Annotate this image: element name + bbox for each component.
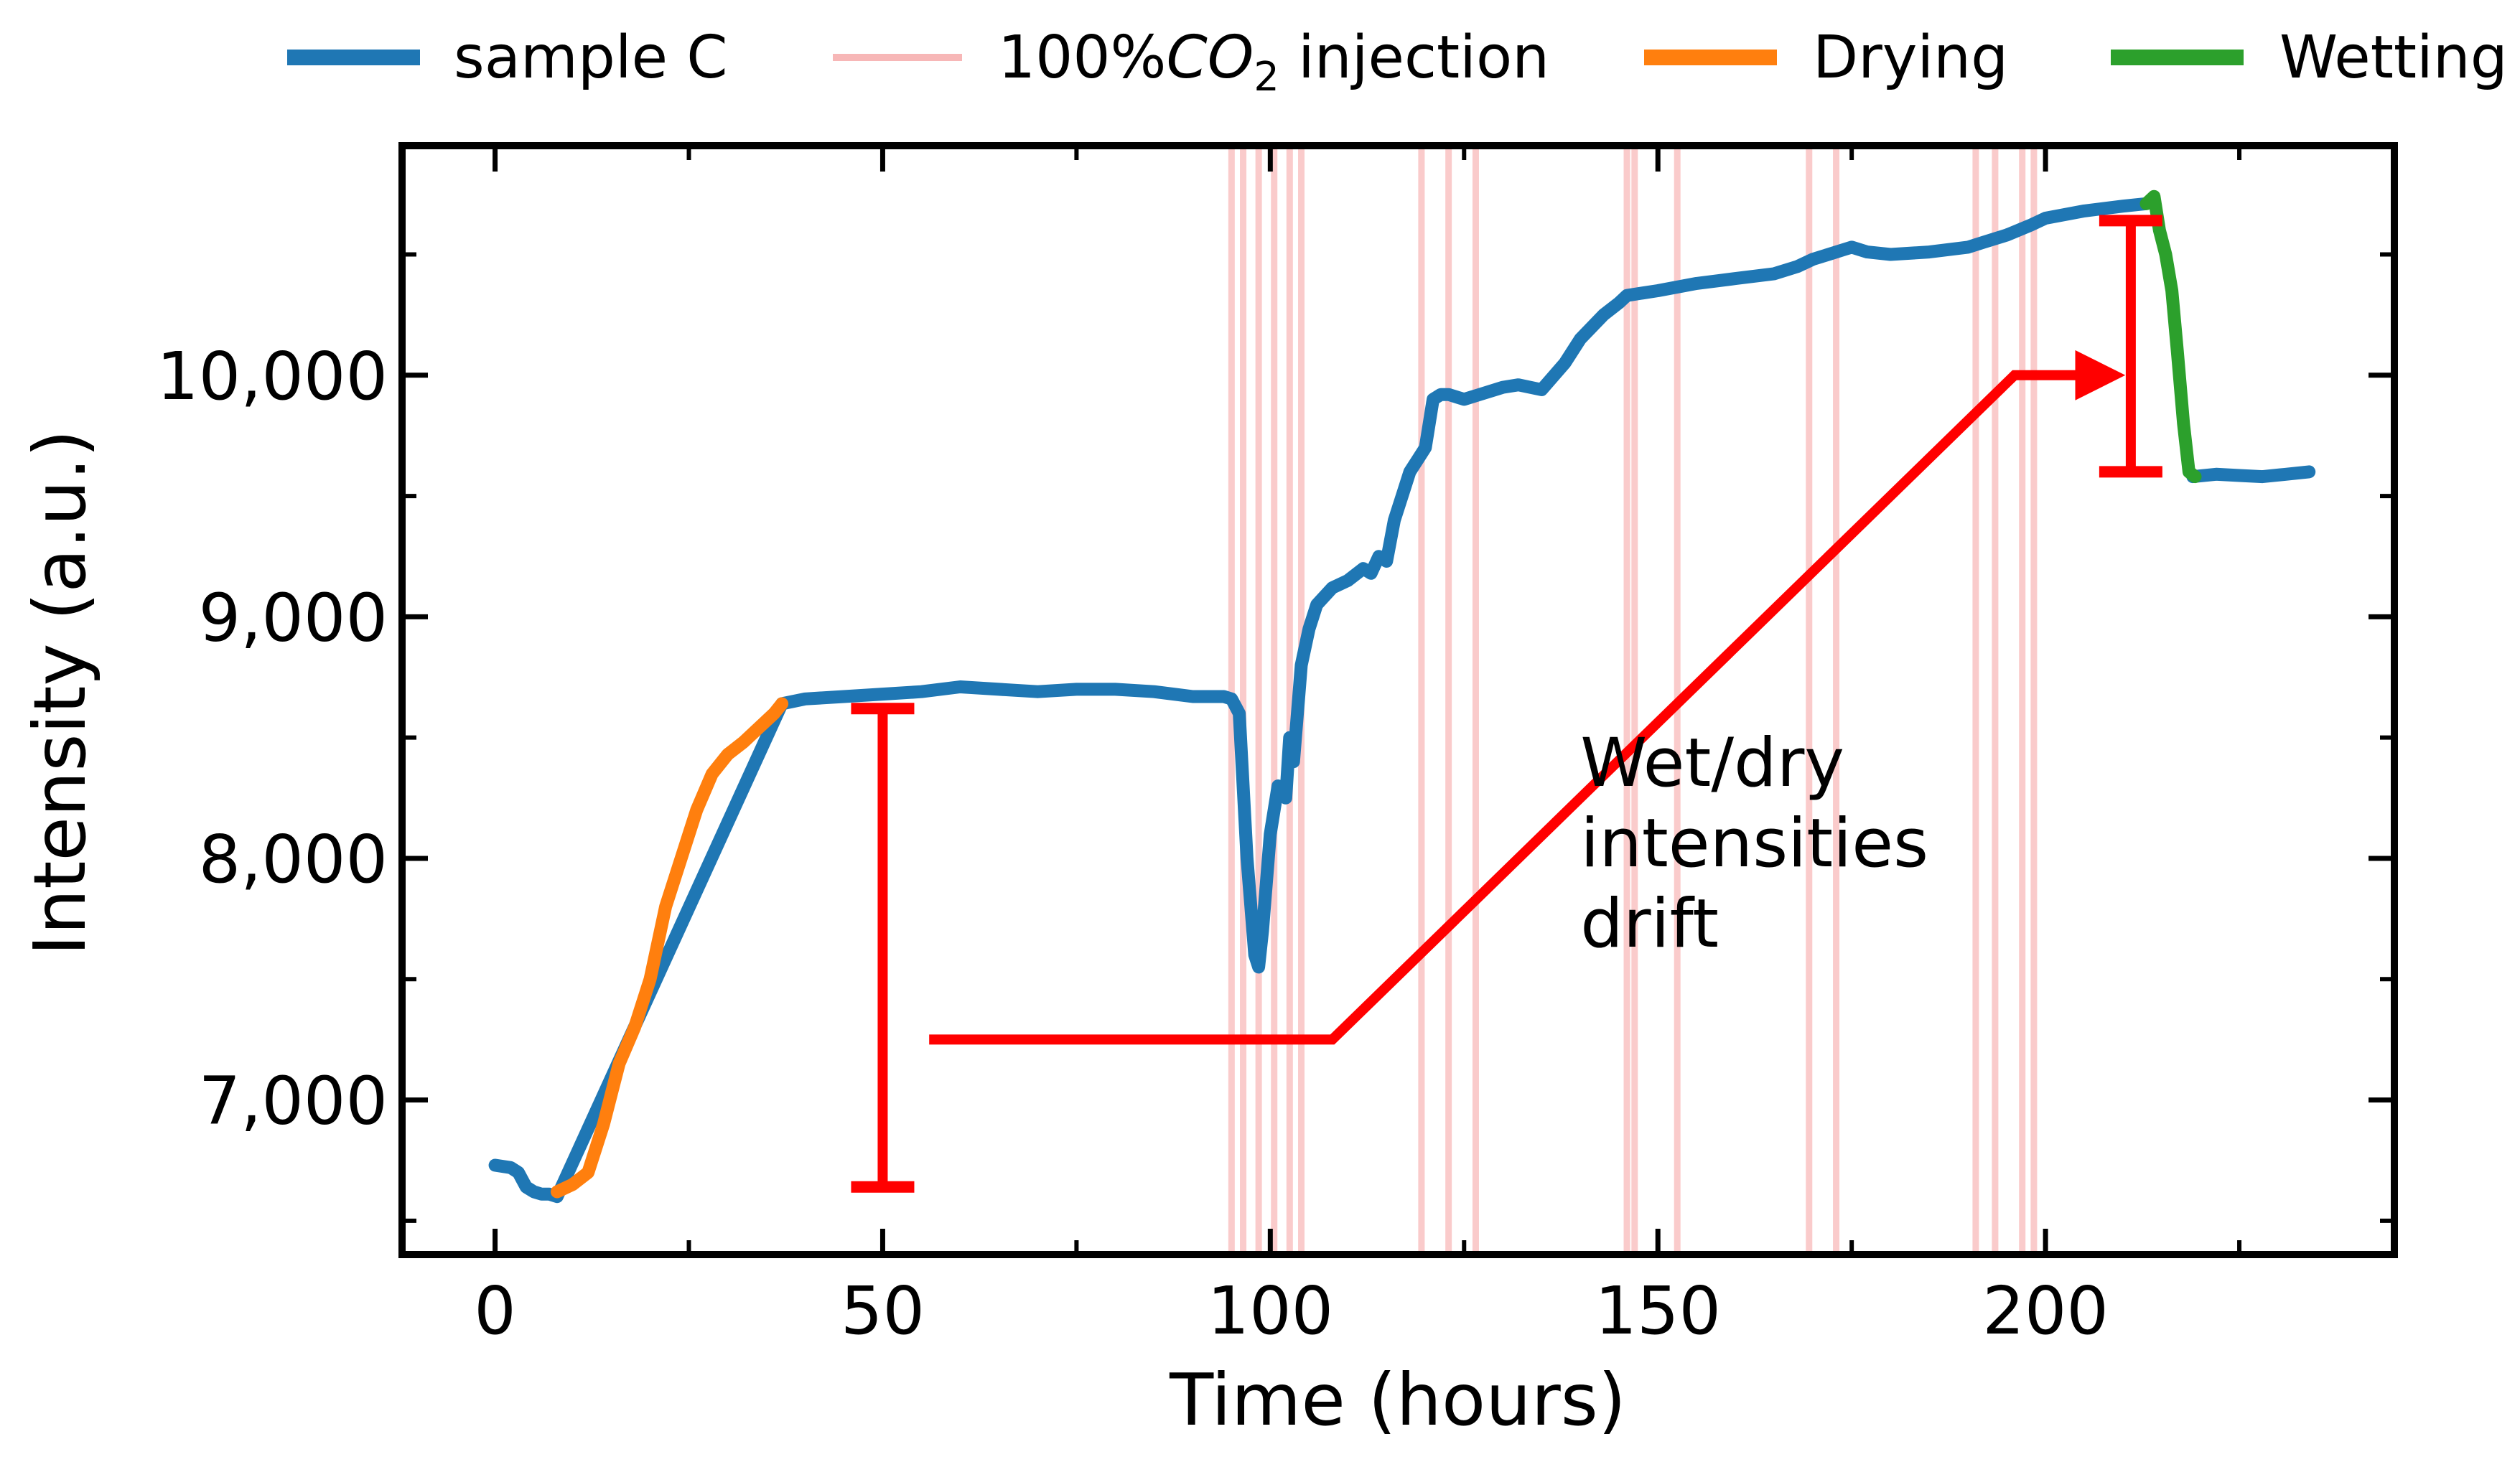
x-tick-label-2: 100 — [1208, 1273, 1334, 1349]
series-line-wetting — [2139, 189, 2202, 484]
series-line-sample-c — [488, 197, 2153, 1204]
y-axis-label: Intensity (a.u.) — [18, 429, 102, 955]
x-tick-label-4: 200 — [1982, 1273, 2109, 1349]
legend-label-co2-injection: 100%CO2 injection — [998, 24, 1549, 100]
annotation-arrow-group — [929, 350, 2126, 1045]
y-tick-label-1: 8,000 — [199, 821, 388, 898]
x-axis-label: Time (hours) — [1169, 1358, 1626, 1442]
y-tick-label-2: 9,000 — [199, 579, 388, 656]
error-bars — [851, 215, 2162, 1193]
series-line-drying — [551, 697, 789, 1199]
co2-injection-lines — [1228, 146, 2038, 1255]
x-tick-label-1: 50 — [841, 1273, 925, 1349]
y-tick-label-3: 10,000 — [157, 338, 388, 415]
series-line-sample-c-after-wetting- — [2186, 465, 2316, 484]
y-tick-label-0: 7,000 — [199, 1063, 388, 1140]
annotation-text: Wet/dry intensities drift — [1580, 724, 1950, 963]
annotation-arrow — [929, 350, 2126, 1045]
axes: 0 50 100 150 200 7,000 8,000 9,000 10,000 — [157, 142, 2398, 1349]
legend-label-drying: Drying — [1813, 24, 2008, 92]
legend: sample C 100%CO2 injection Drying Wettin… — [287, 24, 2508, 100]
x-tick-label-0: 0 — [474, 1273, 516, 1349]
annotation-line-2: intensities — [1580, 805, 1928, 883]
series-lines — [488, 189, 2316, 1204]
legend-label-sample-c: sample C — [454, 24, 727, 92]
annotation-line-3: drift — [1580, 885, 1719, 963]
plot-frame — [398, 142, 2398, 1258]
legend-label-wetting: Wetting — [2279, 24, 2508, 92]
x-tick-label-3: 150 — [1595, 1273, 1721, 1349]
annotation-line-1: Wet/dry — [1580, 724, 1844, 802]
